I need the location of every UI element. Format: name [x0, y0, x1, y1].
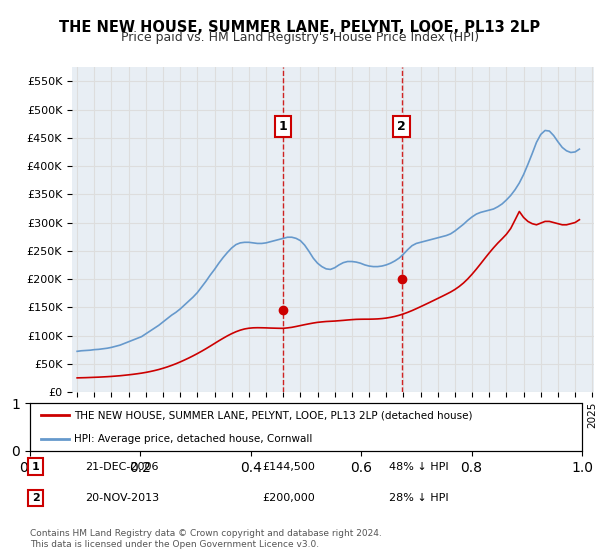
Text: 2: 2	[32, 493, 40, 503]
Text: 48% ↓ HPI: 48% ↓ HPI	[389, 462, 448, 472]
Text: THE NEW HOUSE, SUMMER LANE, PELYNT, LOOE, PL13 2LP (detached house): THE NEW HOUSE, SUMMER LANE, PELYNT, LOOE…	[74, 410, 473, 420]
Text: 20-NOV-2013: 20-NOV-2013	[85, 493, 160, 503]
Text: HPI: Average price, detached house, Cornwall: HPI: Average price, detached house, Corn…	[74, 434, 313, 444]
Text: THE NEW HOUSE, SUMMER LANE, PELYNT, LOOE, PL13 2LP: THE NEW HOUSE, SUMMER LANE, PELYNT, LOOE…	[59, 20, 541, 35]
Text: 1: 1	[32, 462, 40, 472]
Text: 1: 1	[278, 120, 287, 133]
Text: Price paid vs. HM Land Registry's House Price Index (HPI): Price paid vs. HM Land Registry's House …	[121, 31, 479, 44]
Text: 2: 2	[397, 120, 406, 133]
Text: Contains HM Land Registry data © Crown copyright and database right 2024.
This d: Contains HM Land Registry data © Crown c…	[30, 529, 382, 549]
Text: £200,000: £200,000	[262, 493, 314, 503]
Text: 21-DEC-2006: 21-DEC-2006	[85, 462, 158, 472]
Text: £144,500: £144,500	[262, 462, 315, 472]
Text: 28% ↓ HPI: 28% ↓ HPI	[389, 493, 448, 503]
